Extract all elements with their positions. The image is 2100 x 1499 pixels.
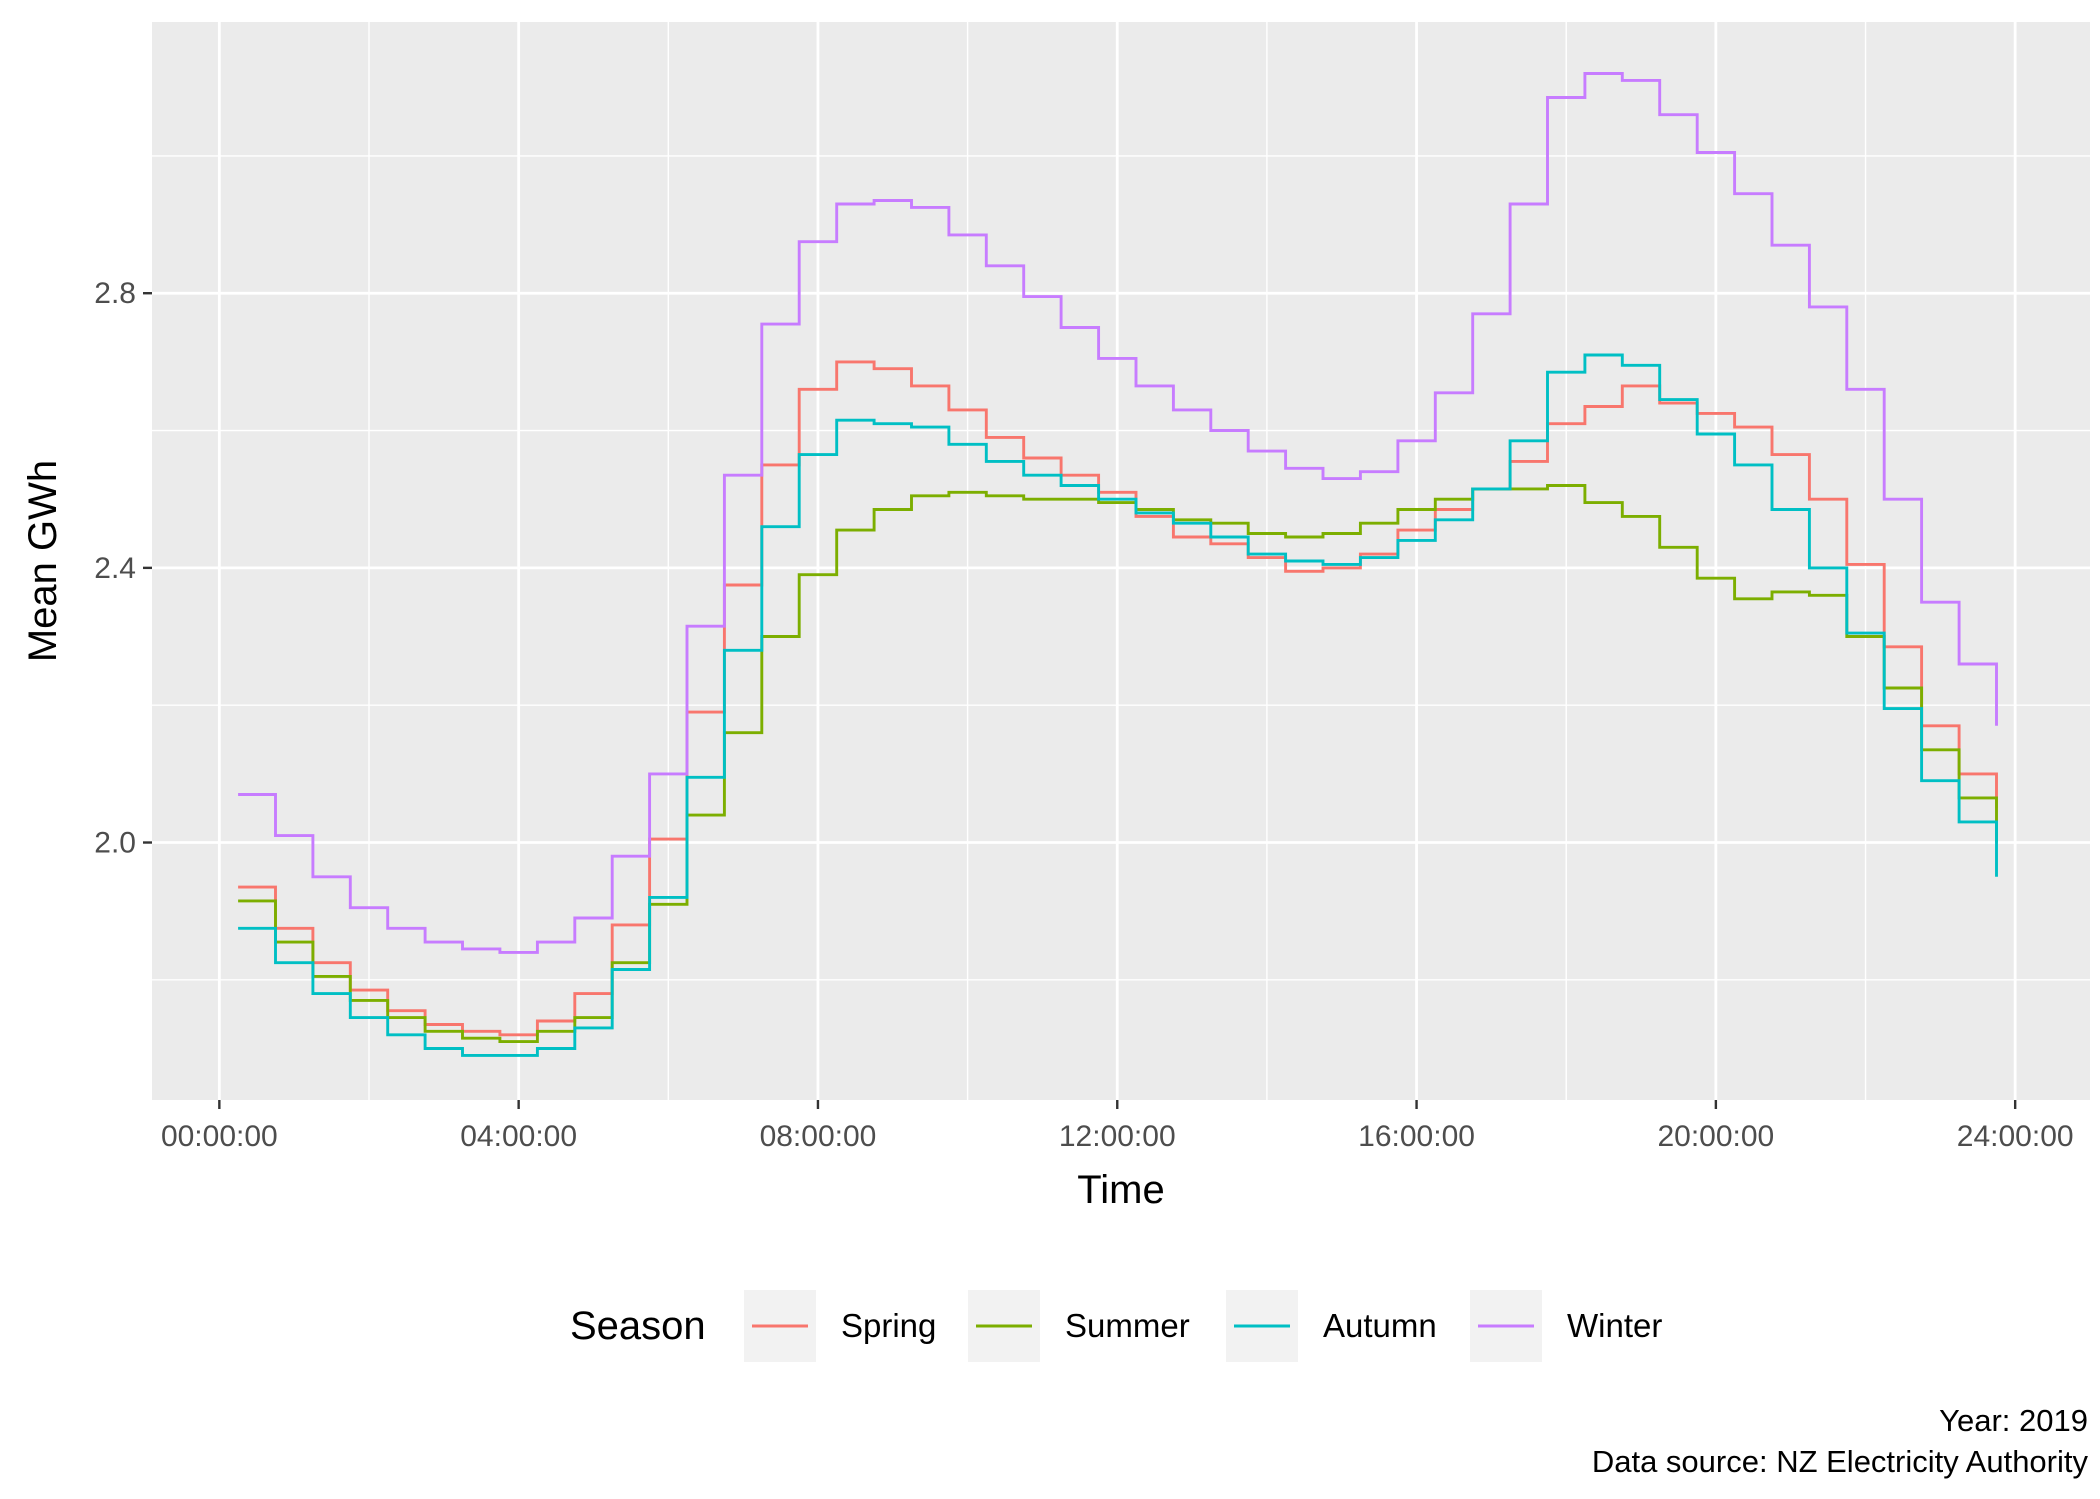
- plot-panel: [152, 22, 2090, 1100]
- legend-label-winter: Winter: [1567, 1307, 1662, 1344]
- x-tick-label: 04:00:00: [460, 1120, 577, 1153]
- x-axis: 00:00:00 04:00:00 08:00:00 12:00:00 16:00:00…: [161, 1100, 2074, 1153]
- legend-label-summer: Summer: [1065, 1307, 1190, 1344]
- x-tick-label: 08:00:00: [760, 1120, 877, 1153]
- caption-year: Year: 2019: [1939, 1403, 2088, 1438]
- x-tick-label: 16:00:00: [1358, 1120, 1475, 1153]
- legend-label-autumn: Autumn: [1323, 1307, 1437, 1344]
- minor-grid: [152, 22, 2090, 1100]
- y-tick-label: 2.8: [94, 277, 136, 310]
- x-axis-title: Time: [1077, 1168, 1164, 1212]
- series-line-winter: [238, 72, 1998, 954]
- major-grid: [152, 22, 2090, 1100]
- series-line-autumn: [238, 353, 1998, 1057]
- y-axis-title: Mean GWh: [21, 460, 65, 662]
- legend: Season Spring Summer Autumn Winter: [570, 1290, 1662, 1362]
- legend-title: Season: [570, 1304, 706, 1348]
- x-tick-label: 24:00:00: [1957, 1120, 2074, 1153]
- x-tick-label: 00:00:00: [161, 1120, 278, 1153]
- y-tick-label: 2.0: [94, 827, 136, 860]
- y-tick-label: 2.4: [94, 552, 136, 585]
- x-tick-label: 12:00:00: [1059, 1120, 1176, 1153]
- caption-source: Data source: NZ Electricity Authority: [1592, 1444, 2089, 1479]
- series-line-spring: [238, 360, 1998, 1037]
- legend-label-spring: Spring: [841, 1307, 936, 1344]
- y-axis: 2.0 2.4 2.8: [94, 277, 152, 860]
- series-layer: [238, 72, 1998, 1057]
- x-tick-label: 20:00:00: [1657, 1120, 1774, 1153]
